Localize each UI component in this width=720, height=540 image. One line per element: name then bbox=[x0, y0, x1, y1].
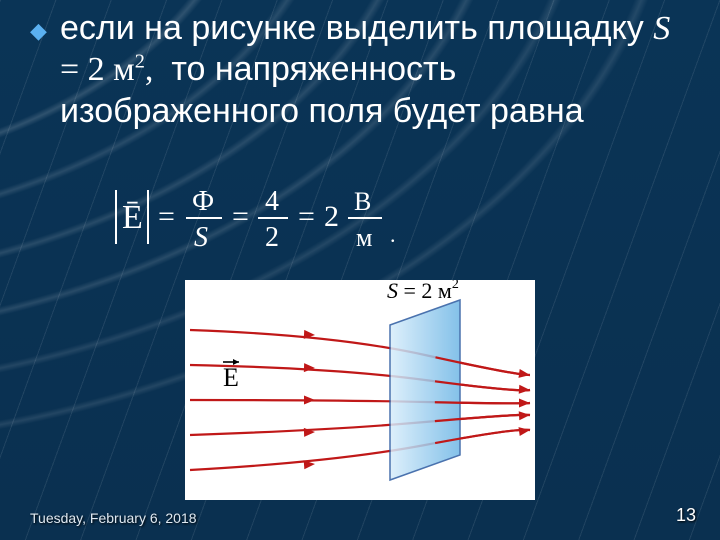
svg-text:E: E bbox=[223, 363, 239, 392]
svg-text:м: м bbox=[356, 223, 372, 252]
main-equation: Ē = Ф S = 4 2 = 2 В м bbox=[110, 180, 430, 263]
S-label: S = 2 м2 bbox=[387, 280, 459, 303]
flux-plane bbox=[390, 300, 460, 480]
svg-text:2: 2 bbox=[265, 222, 279, 253]
E-label: E bbox=[223, 359, 239, 392]
para-before: если на рисунке выделить площадку bbox=[60, 9, 653, 47]
svg-text:.: . bbox=[390, 222, 396, 247]
slide-date: Tuesday, February 6, 2018 bbox=[30, 510, 197, 526]
svg-text:Ē: Ē bbox=[122, 199, 143, 236]
diagram-svg: S = 2 м2 E bbox=[185, 280, 535, 500]
svg-text:=: = bbox=[158, 200, 175, 233]
svg-text:2: 2 bbox=[324, 200, 339, 233]
slide: ◆ если на рисунке выделить площадку S = … bbox=[0, 0, 720, 540]
svg-text:=: = bbox=[232, 200, 249, 233]
svg-text:В: В bbox=[354, 187, 371, 216]
body-paragraph: если на рисунке выделить площадку S = 2 … bbox=[60, 8, 690, 132]
svg-text:4: 4 bbox=[265, 186, 279, 217]
field-diagram: S = 2 м2 E bbox=[185, 280, 535, 500]
svg-text:=: = bbox=[298, 200, 315, 233]
svg-text:S: S bbox=[194, 222, 208, 253]
page-number: 13 bbox=[676, 505, 696, 526]
equation-svg: Ē = Ф S = 4 2 = 2 В м bbox=[110, 180, 430, 258]
svg-text:Ф: Ф bbox=[192, 186, 214, 217]
bullet-icon: ◆ bbox=[30, 18, 47, 44]
